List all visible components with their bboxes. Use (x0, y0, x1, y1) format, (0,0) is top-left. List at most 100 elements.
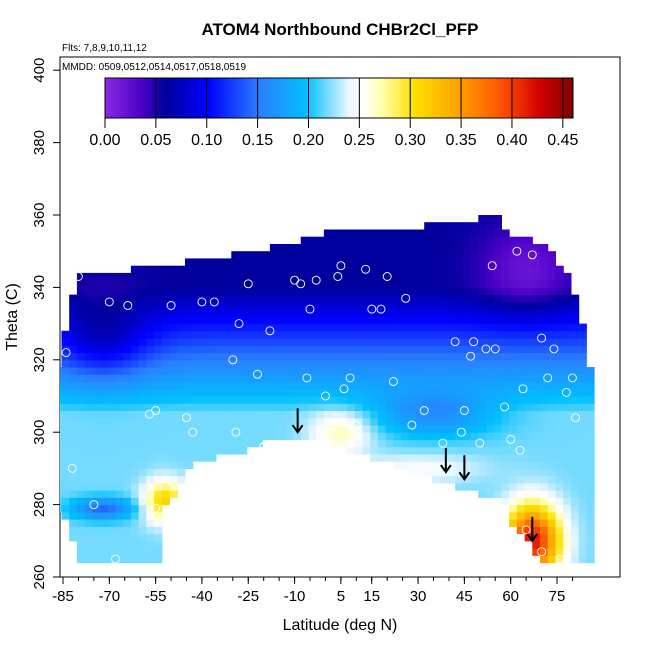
heatmap-cell (509, 475, 518, 484)
heatmap-cell (478, 338, 487, 346)
heatmap-cell (239, 338, 248, 346)
heatmap-cell (486, 396, 495, 404)
heatmap-cell (424, 352, 433, 361)
heatmap-cell (262, 280, 271, 288)
heatmap-cell (470, 323, 479, 332)
x-tick-label: -40 (191, 588, 213, 605)
heatmap-cell (532, 403, 541, 411)
heatmap-cell (100, 511, 109, 520)
heatmap-cell (262, 301, 271, 310)
heatmap-cell (161, 287, 171, 296)
plot-frame (59, 56, 621, 578)
heatmap-cell (555, 330, 564, 339)
heatmap-cell (547, 468, 556, 477)
heatmap-cell (76, 533, 86, 542)
heatmap-cell (578, 359, 587, 368)
heatmap-cell (92, 272, 101, 281)
heatmap-cell (570, 519, 580, 527)
heatmap-cell (516, 417, 526, 426)
heatmap-cell (432, 396, 441, 404)
heatmap-cell (138, 294, 147, 303)
heatmap-cell (509, 490, 518, 498)
heatmap-cell (385, 236, 394, 245)
heatmap-cell (486, 410, 495, 419)
heatmap-cell (277, 388, 286, 397)
heatmap-cell (185, 345, 194, 354)
heatmap-cell (316, 359, 325, 368)
heatmap-cell (432, 425, 441, 433)
heatmap-cell (493, 468, 502, 477)
heatmap-cell (60, 461, 62, 469)
heatmap-cell (570, 396, 580, 404)
heatmap-cell (385, 432, 394, 440)
heatmap-cell (470, 461, 479, 469)
heatmap-cell (547, 425, 556, 433)
heatmap-cell (377, 316, 387, 325)
heatmap-cell (377, 294, 387, 303)
heatmap-cell (570, 425, 580, 433)
heatmap-cell (416, 345, 425, 354)
heatmap-cell (323, 367, 333, 375)
heatmap-cell (547, 258, 556, 267)
heatmap-cell (76, 403, 86, 411)
heatmap-cell (362, 280, 371, 288)
heatmap-cell (470, 301, 479, 310)
heatmap-cell (277, 396, 286, 404)
heatmap-cell (416, 374, 425, 383)
heatmap-cell (84, 403, 93, 411)
heatmap-cell (169, 381, 178, 390)
heatmap-cell (239, 432, 248, 440)
heatmap-cell (339, 359, 348, 368)
heatmap-cell (200, 301, 209, 310)
heatmap-cell (470, 453, 479, 462)
heatmap-cell (462, 359, 472, 368)
heatmap-cell (138, 301, 147, 310)
heatmap-cell (578, 425, 587, 433)
sample-point (169, 500, 179, 510)
colorbar-tick-label: 0.20 (293, 132, 324, 149)
heatmap-cell (501, 280, 510, 288)
heatmap-cell (177, 388, 186, 397)
heatmap-cell (432, 403, 441, 411)
heatmap-cell (100, 367, 109, 375)
heatmap-cell (100, 352, 109, 361)
heatmap-cell (115, 453, 124, 462)
x-axis-label: Latitude (deg N) (283, 617, 398, 634)
heatmap-cell (231, 374, 240, 383)
heatmap-cell (509, 403, 518, 411)
heatmap-cell (563, 359, 572, 368)
heatmap-cell (586, 410, 595, 419)
heatmap-cell (246, 338, 255, 346)
heatmap-cell (84, 396, 93, 404)
heatmap-cell (563, 345, 572, 354)
heatmap-cell (362, 229, 371, 238)
heatmap-cell (277, 338, 286, 346)
heatmap-cell (339, 244, 348, 252)
sample-point (500, 402, 509, 412)
heatmap-cell (578, 548, 587, 556)
heatmap-cell (493, 453, 502, 462)
heatmap-cell (246, 425, 255, 433)
heatmap-cell (586, 540, 595, 549)
heatmap-cell (393, 338, 402, 346)
heatmap-cell (478, 367, 487, 375)
heatmap-cell (586, 548, 595, 556)
heatmap-cell (200, 439, 209, 448)
heatmap-cell (146, 280, 155, 288)
heatmap-cell (524, 294, 533, 303)
heatmap-cell (200, 316, 209, 325)
heatmap-cell (501, 468, 510, 477)
heatmap-cell (69, 461, 78, 469)
heatmap-cell (308, 236, 317, 245)
heatmap-cell (60, 425, 62, 433)
heatmap-cell (60, 482, 62, 491)
heatmap-cell (262, 330, 271, 339)
heatmap-cell (524, 497, 533, 506)
heatmap-cell (138, 417, 147, 426)
heatmap-cell (455, 287, 464, 296)
heatmap-cell (61, 345, 70, 354)
heatmap-cell (254, 359, 263, 368)
heatmap-cell (509, 352, 518, 361)
heatmap-cell (231, 338, 240, 346)
sample-point (209, 297, 219, 307)
